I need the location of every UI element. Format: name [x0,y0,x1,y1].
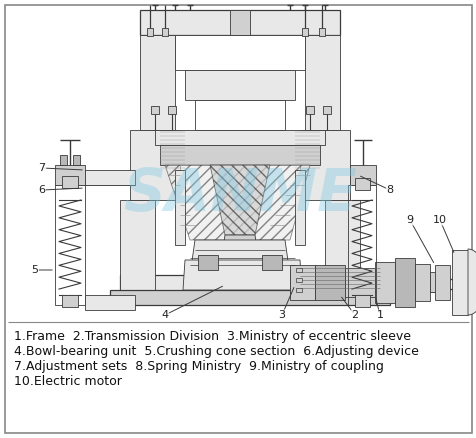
Polygon shape [110,290,389,305]
Polygon shape [151,106,159,114]
Polygon shape [299,130,349,200]
Polygon shape [73,155,80,165]
Polygon shape [467,249,476,315]
Text: 9: 9 [406,215,413,225]
Polygon shape [221,235,258,255]
Text: 6: 6 [39,185,45,195]
Polygon shape [130,130,179,200]
Polygon shape [306,106,313,114]
Polygon shape [60,155,67,165]
Text: 4.Bowl-bearing unit  5.Crushing cone section  6.Adjusting device: 4.Bowl-bearing unit 5.Crushing cone sect… [14,345,418,358]
Text: 8: 8 [386,185,393,195]
Polygon shape [175,35,304,70]
Polygon shape [62,295,78,307]
Polygon shape [175,170,185,245]
Text: 5: 5 [31,265,39,275]
Polygon shape [228,255,251,275]
Polygon shape [304,35,339,130]
Polygon shape [5,5,471,433]
Polygon shape [434,265,449,300]
Polygon shape [261,255,281,270]
Polygon shape [451,250,467,315]
Polygon shape [318,28,324,36]
Text: 1.Frame  2.Transmission Division  3.Ministry of eccentric sleeve: 1.Frame 2.Transmission Division 3.Minist… [14,330,410,343]
Polygon shape [322,106,330,114]
Polygon shape [289,265,314,300]
Text: SANME: SANME [123,166,356,223]
Polygon shape [296,268,301,272]
Polygon shape [165,165,309,240]
Polygon shape [155,130,324,145]
Polygon shape [429,272,441,292]
Polygon shape [185,70,294,100]
Polygon shape [189,240,289,275]
Polygon shape [85,295,135,310]
Polygon shape [195,100,284,130]
Polygon shape [229,10,249,35]
Polygon shape [301,28,307,36]
Polygon shape [120,200,155,295]
Polygon shape [55,165,85,185]
Polygon shape [85,170,135,185]
Text: 2: 2 [351,310,358,320]
Polygon shape [140,35,175,130]
Polygon shape [354,295,369,307]
Polygon shape [324,200,359,295]
Polygon shape [162,28,168,36]
Text: 3: 3 [278,310,285,320]
Polygon shape [344,268,374,297]
Polygon shape [147,28,153,36]
Polygon shape [374,262,394,303]
Polygon shape [140,10,339,35]
Polygon shape [296,288,301,292]
Polygon shape [183,260,301,290]
Polygon shape [349,165,375,185]
Polygon shape [159,145,319,165]
Polygon shape [168,106,176,114]
Polygon shape [296,278,301,282]
Polygon shape [314,265,344,300]
Polygon shape [289,270,409,295]
Text: 1: 1 [376,310,383,320]
Polygon shape [354,178,369,190]
Polygon shape [120,275,379,295]
Polygon shape [414,264,429,301]
Polygon shape [198,255,218,270]
Polygon shape [394,258,414,307]
Polygon shape [294,170,304,245]
Polygon shape [209,165,269,235]
Text: 7: 7 [39,163,46,173]
Text: 4: 4 [161,310,168,320]
Text: 7.Adjustment sets  8.Spring Ministry  9.Ministry of coupling: 7.Adjustment sets 8.Spring Ministry 9.Mi… [14,360,383,373]
Polygon shape [62,176,78,188]
Text: 10: 10 [432,215,446,225]
Text: 10.Electric motor: 10.Electric motor [14,375,122,388]
